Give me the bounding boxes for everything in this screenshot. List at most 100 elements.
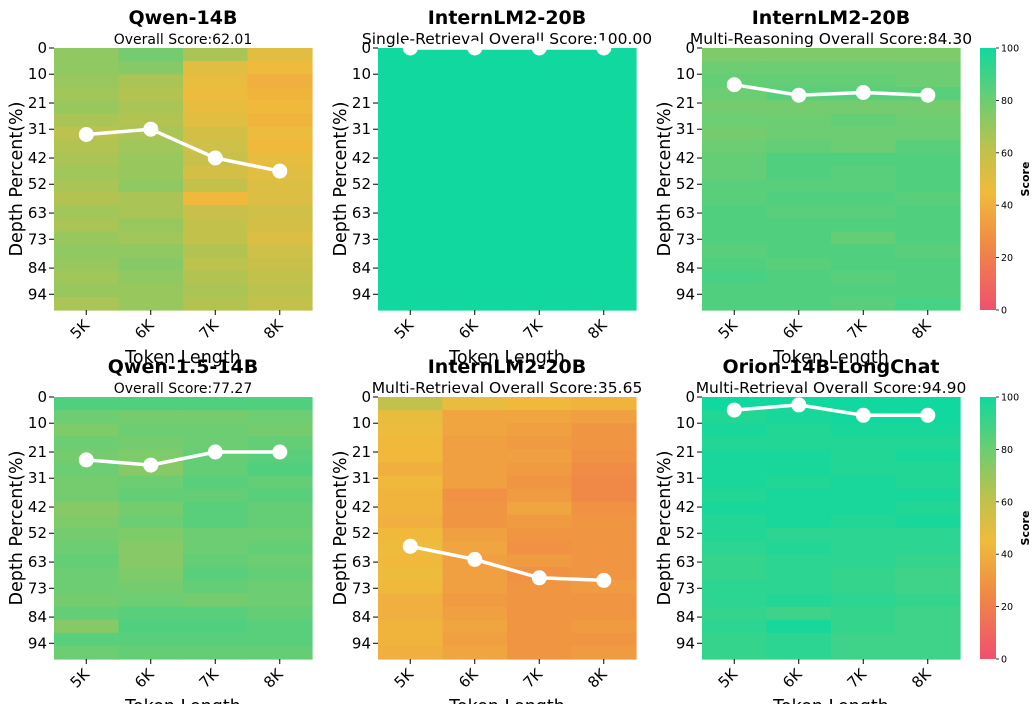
- heatmap-cell: [702, 244, 768, 259]
- heatmap-cell: [766, 218, 832, 232]
- heatmap-cell: [118, 488, 184, 503]
- heatmap-cell: [378, 270, 444, 285]
- heatmap-cell: [442, 126, 508, 141]
- heatmap-cell: [247, 528, 313, 542]
- y-tick-label: 52: [28, 175, 47, 193]
- heatmap-cell: [702, 231, 768, 246]
- score-line-series: [78, 121, 288, 179]
- heatmap-cell: [118, 580, 184, 595]
- heatmap-cell: [378, 397, 444, 411]
- heatmap-cell: [702, 257, 768, 272]
- y-tick-label: 21: [28, 94, 47, 112]
- heatmap-cell: [702, 139, 768, 154]
- heatmap-cell: [831, 165, 897, 180]
- heatmap-cell: [507, 580, 573, 595]
- heatmap-cell: [442, 113, 508, 128]
- heatmap-cell: [702, 61, 768, 75]
- heatmap-cell: [766, 436, 832, 450]
- colorbar-tick-label: 80: [1001, 96, 1013, 107]
- heatmap-cell: [118, 423, 184, 437]
- heatmap-cell: [766, 449, 832, 464]
- score-point: [791, 397, 807, 413]
- score-point: [531, 40, 547, 56]
- heatmap-cell: [442, 244, 508, 259]
- heatmap-cell: [831, 514, 897, 529]
- heatmap-cell: [183, 567, 249, 581]
- heatmap-cell: [702, 423, 768, 437]
- heatmap-cell: [895, 48, 961, 62]
- heatmap-cell: [766, 488, 832, 503]
- score-point: [207, 150, 223, 166]
- heatmap-cell: [183, 231, 249, 246]
- colorbar-tick-label: 80: [1001, 445, 1013, 456]
- x-tick-label: 6K: [131, 315, 158, 342]
- heatmap-cell: [183, 244, 249, 259]
- y-tick-label: 42: [676, 149, 695, 167]
- heatmap-cell: [54, 192, 120, 206]
- heatmap-cell: [766, 192, 832, 206]
- heatmap-cell: [571, 192, 637, 206]
- heatmap-cell: [895, 179, 961, 193]
- heatmap-cell: [54, 410, 120, 424]
- heatmap-cell: [442, 192, 508, 206]
- heatmap-cell: [54, 244, 120, 259]
- heatmap-cell: [571, 554, 637, 568]
- heatmap-cell: [54, 436, 120, 450]
- y-tick-label: 10: [676, 65, 695, 83]
- heatmap-cell: [766, 632, 832, 647]
- heatmap-cell: [247, 423, 313, 437]
- heatmap-cell: [766, 205, 832, 219]
- heatmap-cell: [702, 152, 768, 167]
- heatmap-cell: [571, 488, 637, 503]
- heatmap-cell: [54, 296, 120, 311]
- score-point: [726, 402, 742, 418]
- heatmap-cell: [442, 423, 508, 437]
- y-tick-label: 73: [676, 579, 695, 597]
- x-axis-label: Token Length: [772, 697, 889, 704]
- heatmap-cell: [895, 231, 961, 246]
- score-point: [78, 127, 94, 142]
- x-axis-label: Token Length: [448, 697, 565, 704]
- heatmap-cell: [831, 270, 897, 285]
- y-tick-label: 63: [28, 553, 47, 571]
- heatmap-cell: [118, 528, 184, 542]
- heatmap-cell: [831, 462, 897, 477]
- heatmap-cell: [54, 205, 120, 219]
- heatmap-cell: [702, 514, 768, 529]
- heatmap-cell: [378, 218, 444, 232]
- y-tick-label: 31: [28, 469, 47, 487]
- colorbar: 0 20 40 60 80 100 Score: [980, 44, 1032, 317]
- heatmap-cell: [507, 410, 573, 424]
- heatmap-cell: [442, 61, 508, 75]
- heatmap-cell: [507, 541, 573, 555]
- heatmap-cell: [766, 113, 832, 128]
- heatmap-cell: [507, 606, 573, 621]
- score-point: [920, 407, 936, 423]
- heatmap-cell: [571, 397, 637, 411]
- x-tick-label: 5K: [391, 664, 418, 691]
- heatmap-cell: [766, 462, 832, 477]
- heatmap-cell: [442, 270, 508, 285]
- y-tick-label: 10: [28, 414, 47, 432]
- heatmap-cell: [831, 528, 897, 542]
- heatmap-cell: [183, 205, 249, 219]
- heatmap-cell: [183, 528, 249, 542]
- heatmap-cell: [895, 152, 961, 167]
- heatmap-cell: [831, 100, 897, 115]
- heatmap-cell: [54, 632, 120, 647]
- heatmap-cell: [507, 632, 573, 647]
- heatmap-cell: [378, 231, 444, 246]
- heatmap-cell: [895, 139, 961, 154]
- heatmap-cell: [895, 270, 961, 285]
- heatmap-cell: [507, 501, 573, 516]
- heatmap-cell: [702, 100, 768, 115]
- heatmap-cell: [54, 283, 120, 298]
- heatmap-cell: [571, 514, 637, 529]
- colorbar-tick-label: 100: [1001, 44, 1019, 55]
- y-tick-label: 10: [352, 65, 371, 83]
- score-point: [402, 538, 418, 554]
- heatmap-cell: [247, 593, 313, 608]
- heatmap-cell: [766, 126, 832, 141]
- heatmap-cell: [831, 397, 897, 411]
